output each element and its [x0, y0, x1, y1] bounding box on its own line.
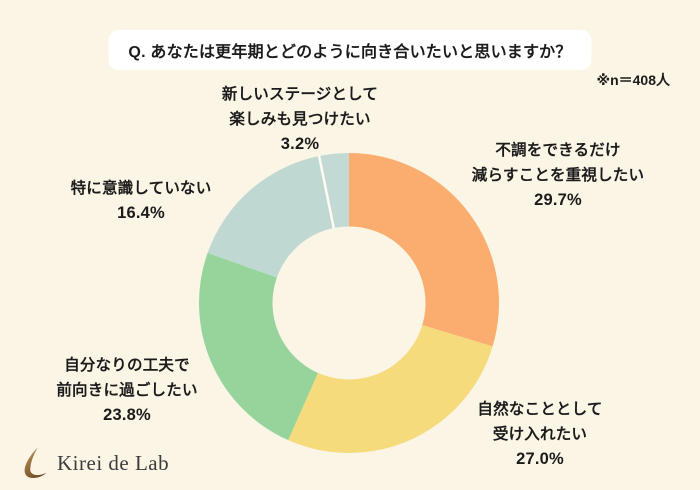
sample-size-note: ※n＝408人: [596, 72, 670, 88]
label-new-stage: 新しいステージとして 楽しみも見つけたい 3.2%: [180, 82, 420, 157]
segment-separator: [317, 154, 336, 230]
donut-segment: [288, 325, 493, 453]
label-line: 楽しみも見つけたい: [229, 111, 371, 128]
label-own-way: 自分なりの工夫で 前向きに過ごしたい 23.8%: [7, 353, 247, 428]
donut-segment: [199, 252, 318, 441]
label-line: 自然なこととして: [477, 401, 603, 418]
question-box: Q. あなたは更年期とどのように向き合いたいと思いますか？: [108, 30, 592, 70]
label-line: 前向きに過ごしたい: [56, 382, 198, 399]
label-line: 不調をできるだけ: [495, 142, 621, 159]
label-pct: 29.7%: [534, 191, 582, 209]
label-pct: 27.0%: [516, 450, 564, 468]
label-line: 特に意識していない: [70, 180, 212, 197]
label-pct: 23.8%: [103, 406, 151, 424]
logo-text: Kirei de Lab: [57, 451, 170, 475]
label-line: 受け入れたい: [492, 426, 588, 443]
donut-segment: [319, 153, 349, 229]
leaf-icon: [24, 447, 47, 478]
label-reduce-discomfort: 不調をできるだけ 減らすことを重視したい 29.7%: [440, 138, 676, 213]
label-line: 新しいステージとして: [221, 86, 379, 103]
label-accept-natural: 自然なこととして 受け入れたい 27.0%: [420, 397, 660, 472]
label-line: 減らすことを重視したい: [471, 167, 645, 184]
label-line: 自分なりの工夫で: [64, 357, 190, 374]
donut-chart: [199, 153, 499, 453]
donut-segment: [207, 156, 334, 278]
label-pct: 3.2%: [280, 135, 320, 153]
question-text: Q. あなたは更年期とどのように向き合いたいと思いますか？: [128, 44, 572, 61]
brand-logo: Kirei de Lab: [18, 446, 169, 481]
label-not-conscious: 特に意識していない 16.4%: [21, 176, 261, 226]
label-pct: 16.4%: [117, 204, 165, 222]
donut-segment: [349, 153, 499, 347]
